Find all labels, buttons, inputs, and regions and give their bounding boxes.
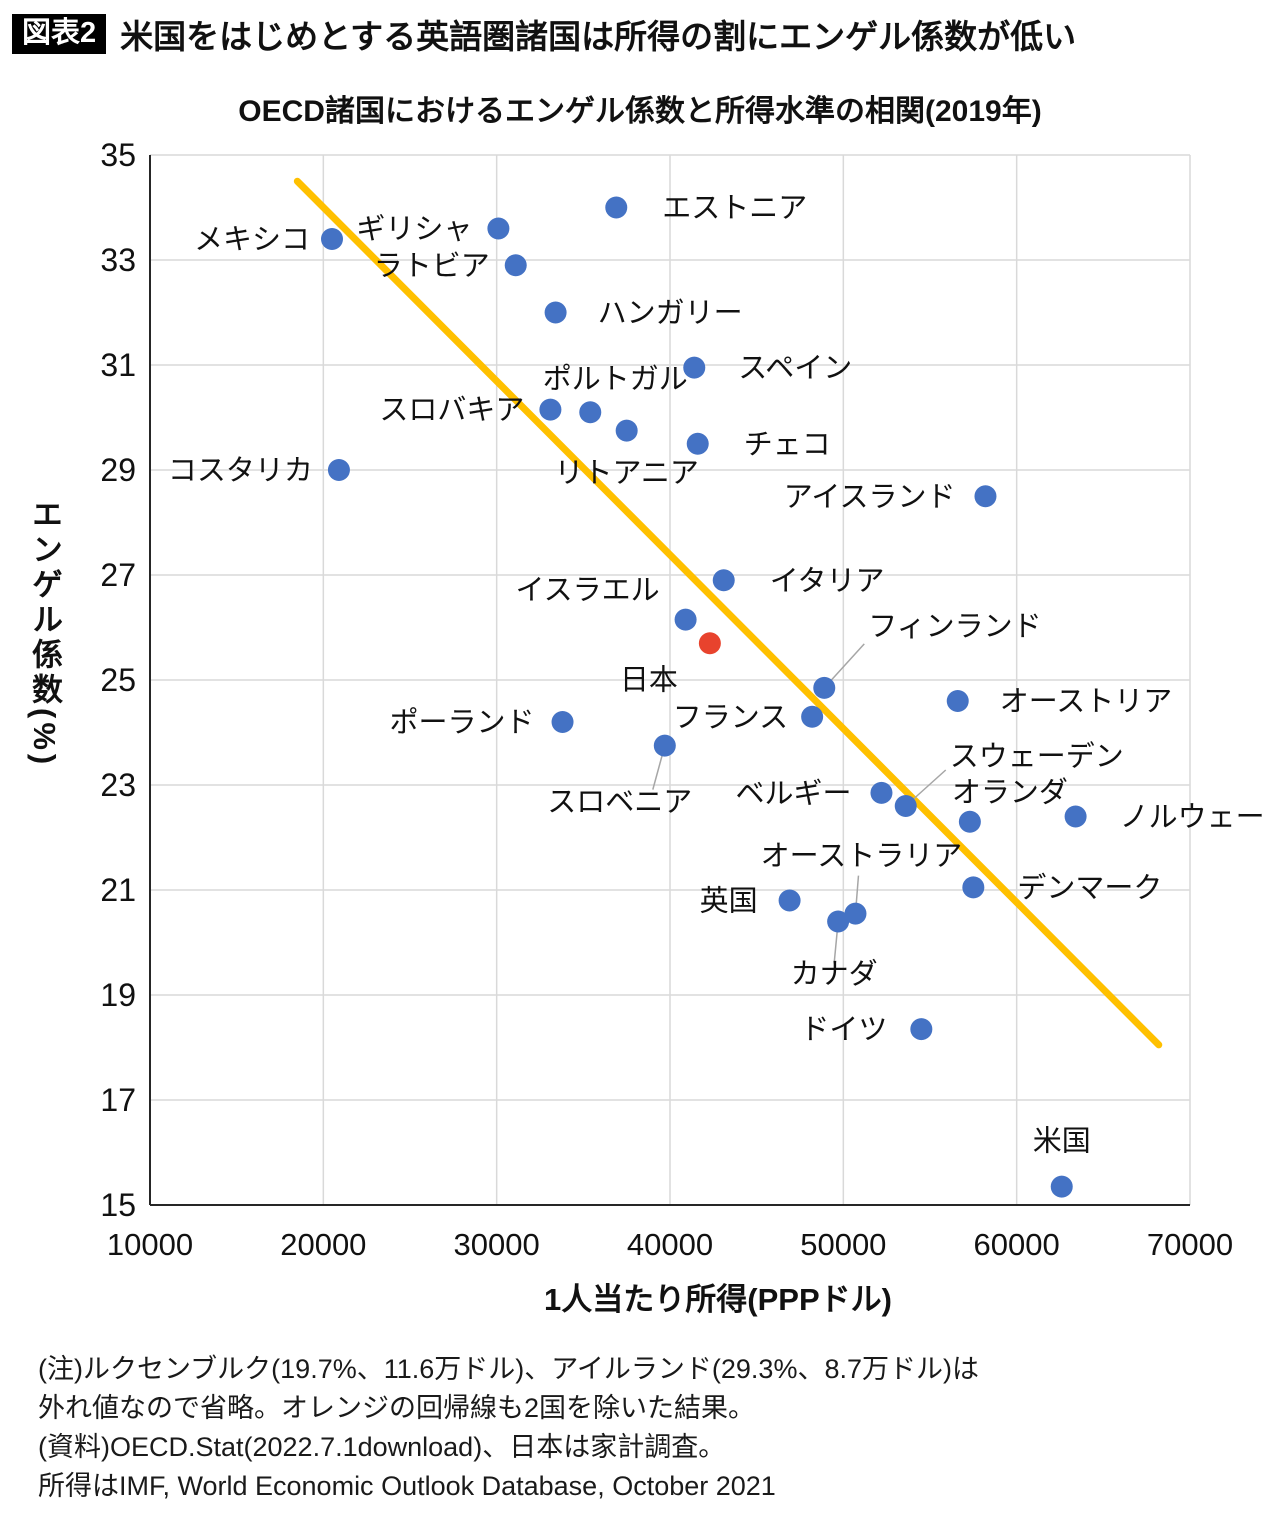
data-point — [813, 676, 836, 699]
figure-header: 図表2 米国をはじめとする英語圏諸国は所得の割にエンゲル係数が低い — [12, 10, 1076, 58]
x-tick-label: 10000 — [107, 1227, 193, 1262]
data-point — [487, 217, 510, 240]
point-label: コスタリカ — [168, 455, 313, 487]
point-label: チェコ — [744, 429, 831, 461]
point-label: メキシコ — [194, 224, 310, 256]
y-tick-label: 23 — [100, 767, 136, 803]
data-point — [778, 889, 801, 912]
point-label: スロバキア — [379, 395, 524, 427]
y-tick-label: 21 — [100, 872, 136, 908]
scatter-chart: 10000 20000 30000 40000 50000 60000 70000 15 17 1… — [100, 137, 1265, 1317]
y-axis-title: エンゲル係数(%) — [27, 498, 62, 769]
point-label: イスラエル — [515, 575, 659, 607]
point-label: スロベニア — [547, 787, 692, 819]
y-tick-label: 17 — [100, 1082, 136, 1118]
point-label: アイスランド — [784, 481, 956, 513]
data-point — [962, 876, 985, 899]
data-point — [801, 705, 824, 728]
point-label: デンマーク — [1017, 871, 1162, 904]
data-point — [974, 485, 997, 508]
point-label: ポーランド — [390, 706, 535, 739]
y-tick-label: 35 — [100, 137, 136, 173]
data-point — [870, 781, 893, 804]
data-point — [1050, 1175, 1073, 1198]
x-tick-label: 40000 — [627, 1227, 713, 1262]
point-label: ベルギー — [735, 778, 851, 810]
x-tick-label: 20000 — [280, 1227, 366, 1262]
point-label: スペイン — [738, 353, 852, 385]
data-point — [544, 301, 567, 324]
data-point — [615, 419, 638, 442]
figure-title: 米国をはじめとする英語圏諸国は所得の割にエンゲル係数が低い — [120, 18, 1077, 55]
data-point-japan — [698, 632, 721, 655]
data-point — [1064, 805, 1087, 828]
x-tick-label: 50000 — [800, 1227, 886, 1262]
point-label: ドイツ — [800, 1014, 887, 1046]
note-line: 所得はIMF, World Economic Outlook Database,… — [38, 1471, 776, 1501]
data-point — [605, 196, 628, 219]
note-line: (資料)OECD.Stat(2022.7.1download)、日本は家計調査。 — [38, 1432, 726, 1462]
data-point — [827, 910, 850, 933]
point-label: フィンランド — [868, 611, 1041, 643]
point-label: ポルトガル — [543, 362, 688, 395]
regression-line — [293, 177, 1163, 1049]
point-label: 英国 — [700, 885, 758, 918]
point-label: カナダ — [791, 958, 878, 991]
data-point — [539, 398, 562, 421]
data-point — [844, 902, 867, 925]
x-tick-label: 60000 — [974, 1227, 1060, 1262]
y-tick-label: 31 — [100, 347, 136, 383]
data-point — [683, 356, 706, 379]
point-label: 米国 — [1033, 1125, 1091, 1158]
data-point — [653, 734, 676, 757]
data-point — [946, 690, 969, 712]
point-label: エストニア — [662, 193, 807, 225]
data-point — [958, 810, 981, 833]
x-tick-label: 70000 — [1147, 1227, 1233, 1262]
point-label: フランス — [673, 702, 788, 734]
data-point — [910, 1018, 933, 1041]
data-point — [321, 228, 343, 250]
figure-number-badge: 図表2 — [12, 14, 107, 54]
y-tick-label: 29 — [100, 452, 136, 488]
chart-title: OECD諸国におけるエンゲル係数と所得水準の相関(2019年) — [238, 95, 1042, 128]
point-label: オランダ — [952, 776, 1068, 809]
note-line: (注)ルクセンブルク(19.7%、11.6万ドル)、アイルランド(29.3%、8… — [38, 1354, 979, 1384]
point-label: ギリシャ — [356, 214, 472, 246]
data-point — [712, 569, 735, 592]
data-point — [579, 401, 602, 424]
data-point — [551, 711, 574, 733]
point-label: リトアニア — [554, 458, 698, 490]
point-label: ラトビア — [374, 250, 490, 282]
data-point — [686, 432, 709, 455]
point-label: オーストリア — [1000, 686, 1173, 718]
point-label: ノルウェー — [1120, 802, 1265, 834]
note-line: 外れ値なので省略。オレンジの回帰線も2国を除いた結果。 — [38, 1393, 756, 1423]
point-label: イタリア — [770, 565, 885, 597]
source-notes: (注)ルクセンブルク(19.7%、11.6万ドル)、アイルランド(29.3%、8… — [38, 1350, 1260, 1506]
data-point — [894, 795, 917, 817]
data-point — [674, 608, 697, 631]
data-point — [504, 254, 527, 277]
data-point — [327, 459, 350, 481]
point-label: スウェーデン — [950, 740, 1124, 773]
y-tick-label: 27 — [100, 557, 136, 593]
chart-area: 10000 20000 30000 40000 50000 60000 70000 15 17 1… — [0, 130, 1280, 1325]
y-tick-label: 33 — [100, 242, 136, 278]
point-label: オーストラリア — [761, 841, 963, 873]
x-tick-label: 30000 — [454, 1227, 540, 1262]
point-label: 日本 — [620, 663, 678, 696]
y-tick-label: 25 — [100, 662, 136, 698]
y-tick-label: 19 — [100, 977, 136, 1013]
y-tick-label: 15 — [100, 1187, 136, 1223]
point-label: ハンガリー — [598, 298, 743, 330]
x-axis-title: 1人当たり所得(PPPドル) — [544, 1282, 892, 1317]
